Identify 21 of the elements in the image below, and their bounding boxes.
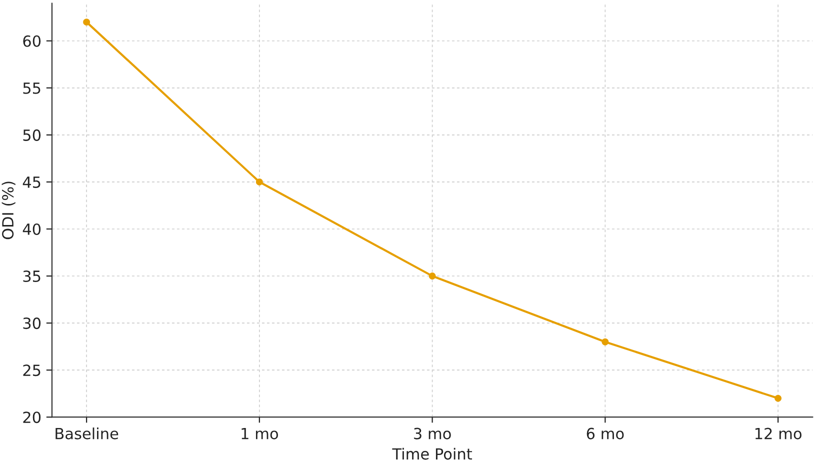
y-tick-label: 55 [23, 82, 40, 94]
y-tick-label: 60 [23, 35, 41, 47]
y-tick-label: 35 [23, 270, 40, 282]
y-tick-label: 40 [22, 223, 41, 236]
x-tick-label: 3 mo [414, 428, 451, 440]
point [256, 178, 263, 186]
y-tick-label: 45 [22, 176, 40, 188]
y-axis-title: ODI (%) [2, 182, 16, 240]
point [83, 18, 90, 26]
y-tick-label: 50 [23, 129, 41, 141]
y-tick-label: 30 [23, 318, 41, 330]
x-tick-label: 1 mo [242, 428, 278, 440]
x-tick-label: 12 mo [755, 428, 802, 440]
point [428, 272, 436, 280]
y-tick-label: 20 [23, 412, 41, 424]
x-tick-label: 6 mo [586, 428, 624, 440]
y-tick-label: 25 [23, 364, 40, 376]
x-tick-label: Baseline [56, 428, 118, 440]
point [602, 338, 609, 346]
point [774, 394, 782, 402]
x-axis-title: Time Point [392, 448, 472, 460]
